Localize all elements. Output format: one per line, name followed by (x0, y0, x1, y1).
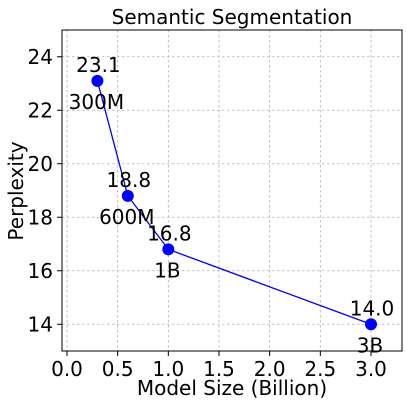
y-tick-label: 24 (28, 45, 53, 69)
x-tick-label: 3.0 (355, 357, 387, 381)
data-point (162, 243, 175, 256)
value-label: 23.1 (76, 53, 121, 77)
x-tick-label: 1.5 (203, 357, 235, 381)
x-tick-label: 0.0 (51, 357, 83, 381)
x-tick-label: 2.5 (304, 357, 336, 381)
chart-title: Semantic Segmentation (112, 5, 353, 29)
data-point (365, 318, 377, 331)
data-point (91, 74, 104, 87)
data-point (121, 189, 134, 202)
y-tick-label: 14 (28, 312, 53, 336)
plot-frame (61, 29, 403, 352)
size-label: 1B (154, 258, 180, 282)
x-tick-label: 2.0 (254, 357, 286, 381)
size-label: 300M (69, 90, 124, 114)
value-label: 16.8 (147, 221, 192, 245)
ticks: 0.0 0.5 1.0 1.5 2.0 2.5 3.0 14 16 18 20 22 24 (28, 45, 387, 381)
x-axis-label: Model Size (Billion) (137, 376, 327, 400)
value-label: 14.0 (350, 296, 395, 320)
size-label: 600M (99, 205, 154, 229)
y-tick-label: 18 (28, 205, 53, 229)
value-label: 18.8 (107, 168, 152, 192)
y-tick-label: 16 (28, 259, 53, 283)
y-tick-label: 22 (28, 98, 53, 122)
series (91, 74, 377, 331)
x-tick-label: 0.5 (102, 357, 134, 381)
x-tick-label: 1.0 (152, 357, 184, 381)
series-line (96, 80, 372, 325)
y-axis-label: Perplexity (4, 141, 28, 240)
y-tick-label: 20 (28, 152, 53, 176)
size-label: 3B (357, 333, 383, 357)
